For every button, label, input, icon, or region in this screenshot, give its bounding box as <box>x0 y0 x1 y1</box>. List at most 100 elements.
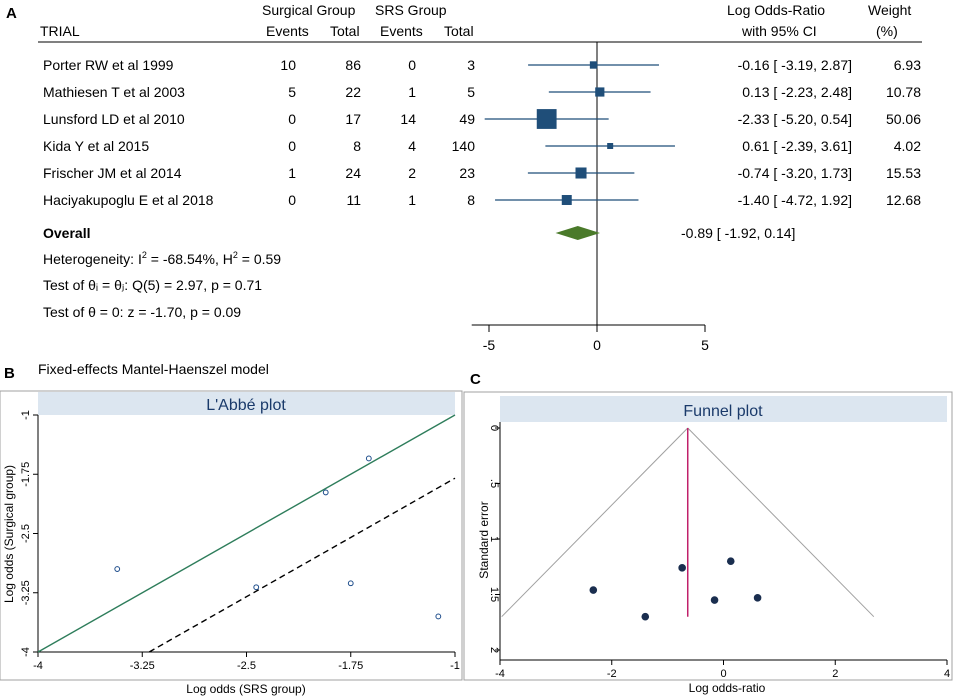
model-title: Fixed-effects Mantel-Haenszel model <box>38 361 269 377</box>
surgical-total: 17 <box>345 111 361 127</box>
surgical-events: 1 <box>288 165 296 181</box>
header-trial: TRIAL <box>40 23 80 39</box>
effect-square <box>595 87 605 97</box>
srs-total: 140 <box>452 138 476 154</box>
test-q-text: Test of θᵢ = θⱼ: Q(5) = 2.97, p = 0.71 <box>43 277 262 293</box>
study-name: Lunsford LD et al 2010 <box>43 111 185 127</box>
header-surgical-total: Total <box>330 23 360 39</box>
funnel-point <box>678 564 686 572</box>
study-row: Porter RW et al 1999 10 86 0 3 -0.16 [ -3.19,… <box>43 57 921 73</box>
study-row: Lunsford LD et al 2010 0 17 14 49 -2.33 [ -5.… <box>43 111 921 127</box>
overall-label: Overall <box>43 225 90 241</box>
ci-text: -0.74 [ -3.20, 1.73] <box>738 165 852 181</box>
labbe-x-tick-label: -2.5 <box>237 660 256 672</box>
labbe-x-tick-label: -1 <box>450 660 460 672</box>
labbe-effect-line <box>148 477 456 653</box>
funnel-point <box>589 586 598 594</box>
header-weight-unit: (%) <box>876 23 898 39</box>
srs-total: 49 <box>459 111 475 127</box>
effect-square <box>561 195 572 205</box>
forest-x-tick-label: 0 <box>593 337 601 353</box>
srs-events: 4 <box>408 138 416 154</box>
funnel-right-limit <box>687 427 875 618</box>
srs-events: 2 <box>408 165 416 181</box>
funnel-point <box>641 612 650 621</box>
header-surgical-group: Surgical Group <box>262 2 356 18</box>
funnel-x-tick-label: -4 <box>495 668 505 680</box>
srs-events: 14 <box>400 111 416 127</box>
funnel-point <box>726 557 735 565</box>
het-sup-i: 2 <box>142 250 147 260</box>
panel-label-b: B <box>4 365 15 382</box>
panel-label-a: A <box>6 5 17 22</box>
forest-x-tick-label: 5 <box>701 337 709 353</box>
forest-x-tick-label: -5 <box>483 337 496 353</box>
srs-total: 3 <box>467 57 475 73</box>
study-row: Frischer JM et al 2014 1 24 2 23 -0.74 [ -3.2… <box>43 165 921 181</box>
funnel-y-tick-label: 1.5 <box>488 587 500 602</box>
test-z-text: Test of θ = 0: z = -1.70, p = 0.09 <box>43 304 241 320</box>
labbe-frame <box>0 390 463 681</box>
labbe-y-tick-label: -2.5 <box>20 524 32 543</box>
header-srs-total: Total <box>444 23 474 39</box>
study-name: Frischer JM et al 2014 <box>43 165 182 181</box>
funnel-frame <box>463 391 953 681</box>
srs-events: 1 <box>408 192 416 208</box>
labbe-point <box>322 489 329 496</box>
header-surgical-events: Events <box>266 23 309 39</box>
het-sup-h: 2 <box>233 250 238 260</box>
effect-square <box>589 61 598 69</box>
labbe-ylabel: Log odds (Surgical group) <box>2 465 16 603</box>
srs-total: 5 <box>467 84 475 100</box>
header-with-ci: with 95% CI <box>741 23 817 39</box>
labbe-point <box>114 566 121 572</box>
surgical-events: 0 <box>288 111 296 127</box>
funnel-x-tick-label: 2 <box>832 668 838 680</box>
ci-text: -0.16 [ -3.19, 2.87] <box>738 57 852 73</box>
labbe-y-tick-label: -1.75 <box>20 462 32 487</box>
funnel-ylabel: Standard error <box>477 501 491 578</box>
labbe-title-bar <box>38 392 455 415</box>
funnel-y-tick-label: 1 <box>488 536 500 542</box>
header-srs-events: Events <box>380 23 423 39</box>
srs-total: 23 <box>459 165 475 181</box>
header-log-odds-ratio: Log Odds-Ratio <box>727 2 825 18</box>
srs-events: 0 <box>408 57 416 73</box>
surgical-total: 24 <box>345 165 361 181</box>
weight-text: 12.68 <box>886 192 921 208</box>
weight-text: 15.53 <box>886 165 921 181</box>
weight-text: 4.02 <box>894 138 921 154</box>
study-row: Haciyakupoglu E et al 2018 0 11 1 8 -1.40 [ -… <box>43 192 921 208</box>
effect-square <box>607 143 614 149</box>
surgical-events: 0 <box>288 192 296 208</box>
funnel-point <box>753 594 762 602</box>
surgical-total: 86 <box>345 57 361 73</box>
surgical-total: 11 <box>346 192 361 208</box>
ci-text: -1.40 [ -4.72, 1.92] <box>738 192 852 208</box>
labbe-point <box>253 584 260 591</box>
labbe-point <box>365 455 372 462</box>
labbe-equality-line <box>37 414 456 653</box>
funnel-title: Funnel plot <box>683 403 763 420</box>
header-weight: Weight <box>868 2 911 18</box>
surgical-events: 0 <box>288 138 296 154</box>
labbe-x-tick-label: -3.25 <box>130 660 155 672</box>
study-row: Mathiesen T et al 2003 5 22 1 5 0.13 [ -2.23,… <box>43 84 921 100</box>
header-srs-group: SRS Group <box>375 2 447 18</box>
funnel-x-tick-label: 4 <box>944 668 950 680</box>
study-name: Kida Y et al 2015 <box>43 138 149 154</box>
het-end: = 0.59 <box>238 251 281 267</box>
panel-label-c: C <box>470 371 481 388</box>
funnel-xlabel: Log odds-ratio <box>689 681 766 695</box>
effect-square <box>536 109 557 129</box>
study-row: Kida Y et al 2015 0 8 4 140 0.61 [ -2.39, 3.6… <box>43 138 921 154</box>
het-rest: = -68.54%, H <box>147 251 233 267</box>
srs-events: 1 <box>408 84 416 100</box>
weight-text: 10.78 <box>886 84 921 100</box>
study-name: Porter RW et al 1999 <box>43 57 174 73</box>
labbe-point <box>435 613 442 620</box>
funnel-title-bar <box>500 396 947 422</box>
labbe-y-tick-label: -1 <box>20 410 32 420</box>
funnel-y-tick-label: .5 <box>488 479 500 488</box>
labbe-point <box>347 580 354 587</box>
